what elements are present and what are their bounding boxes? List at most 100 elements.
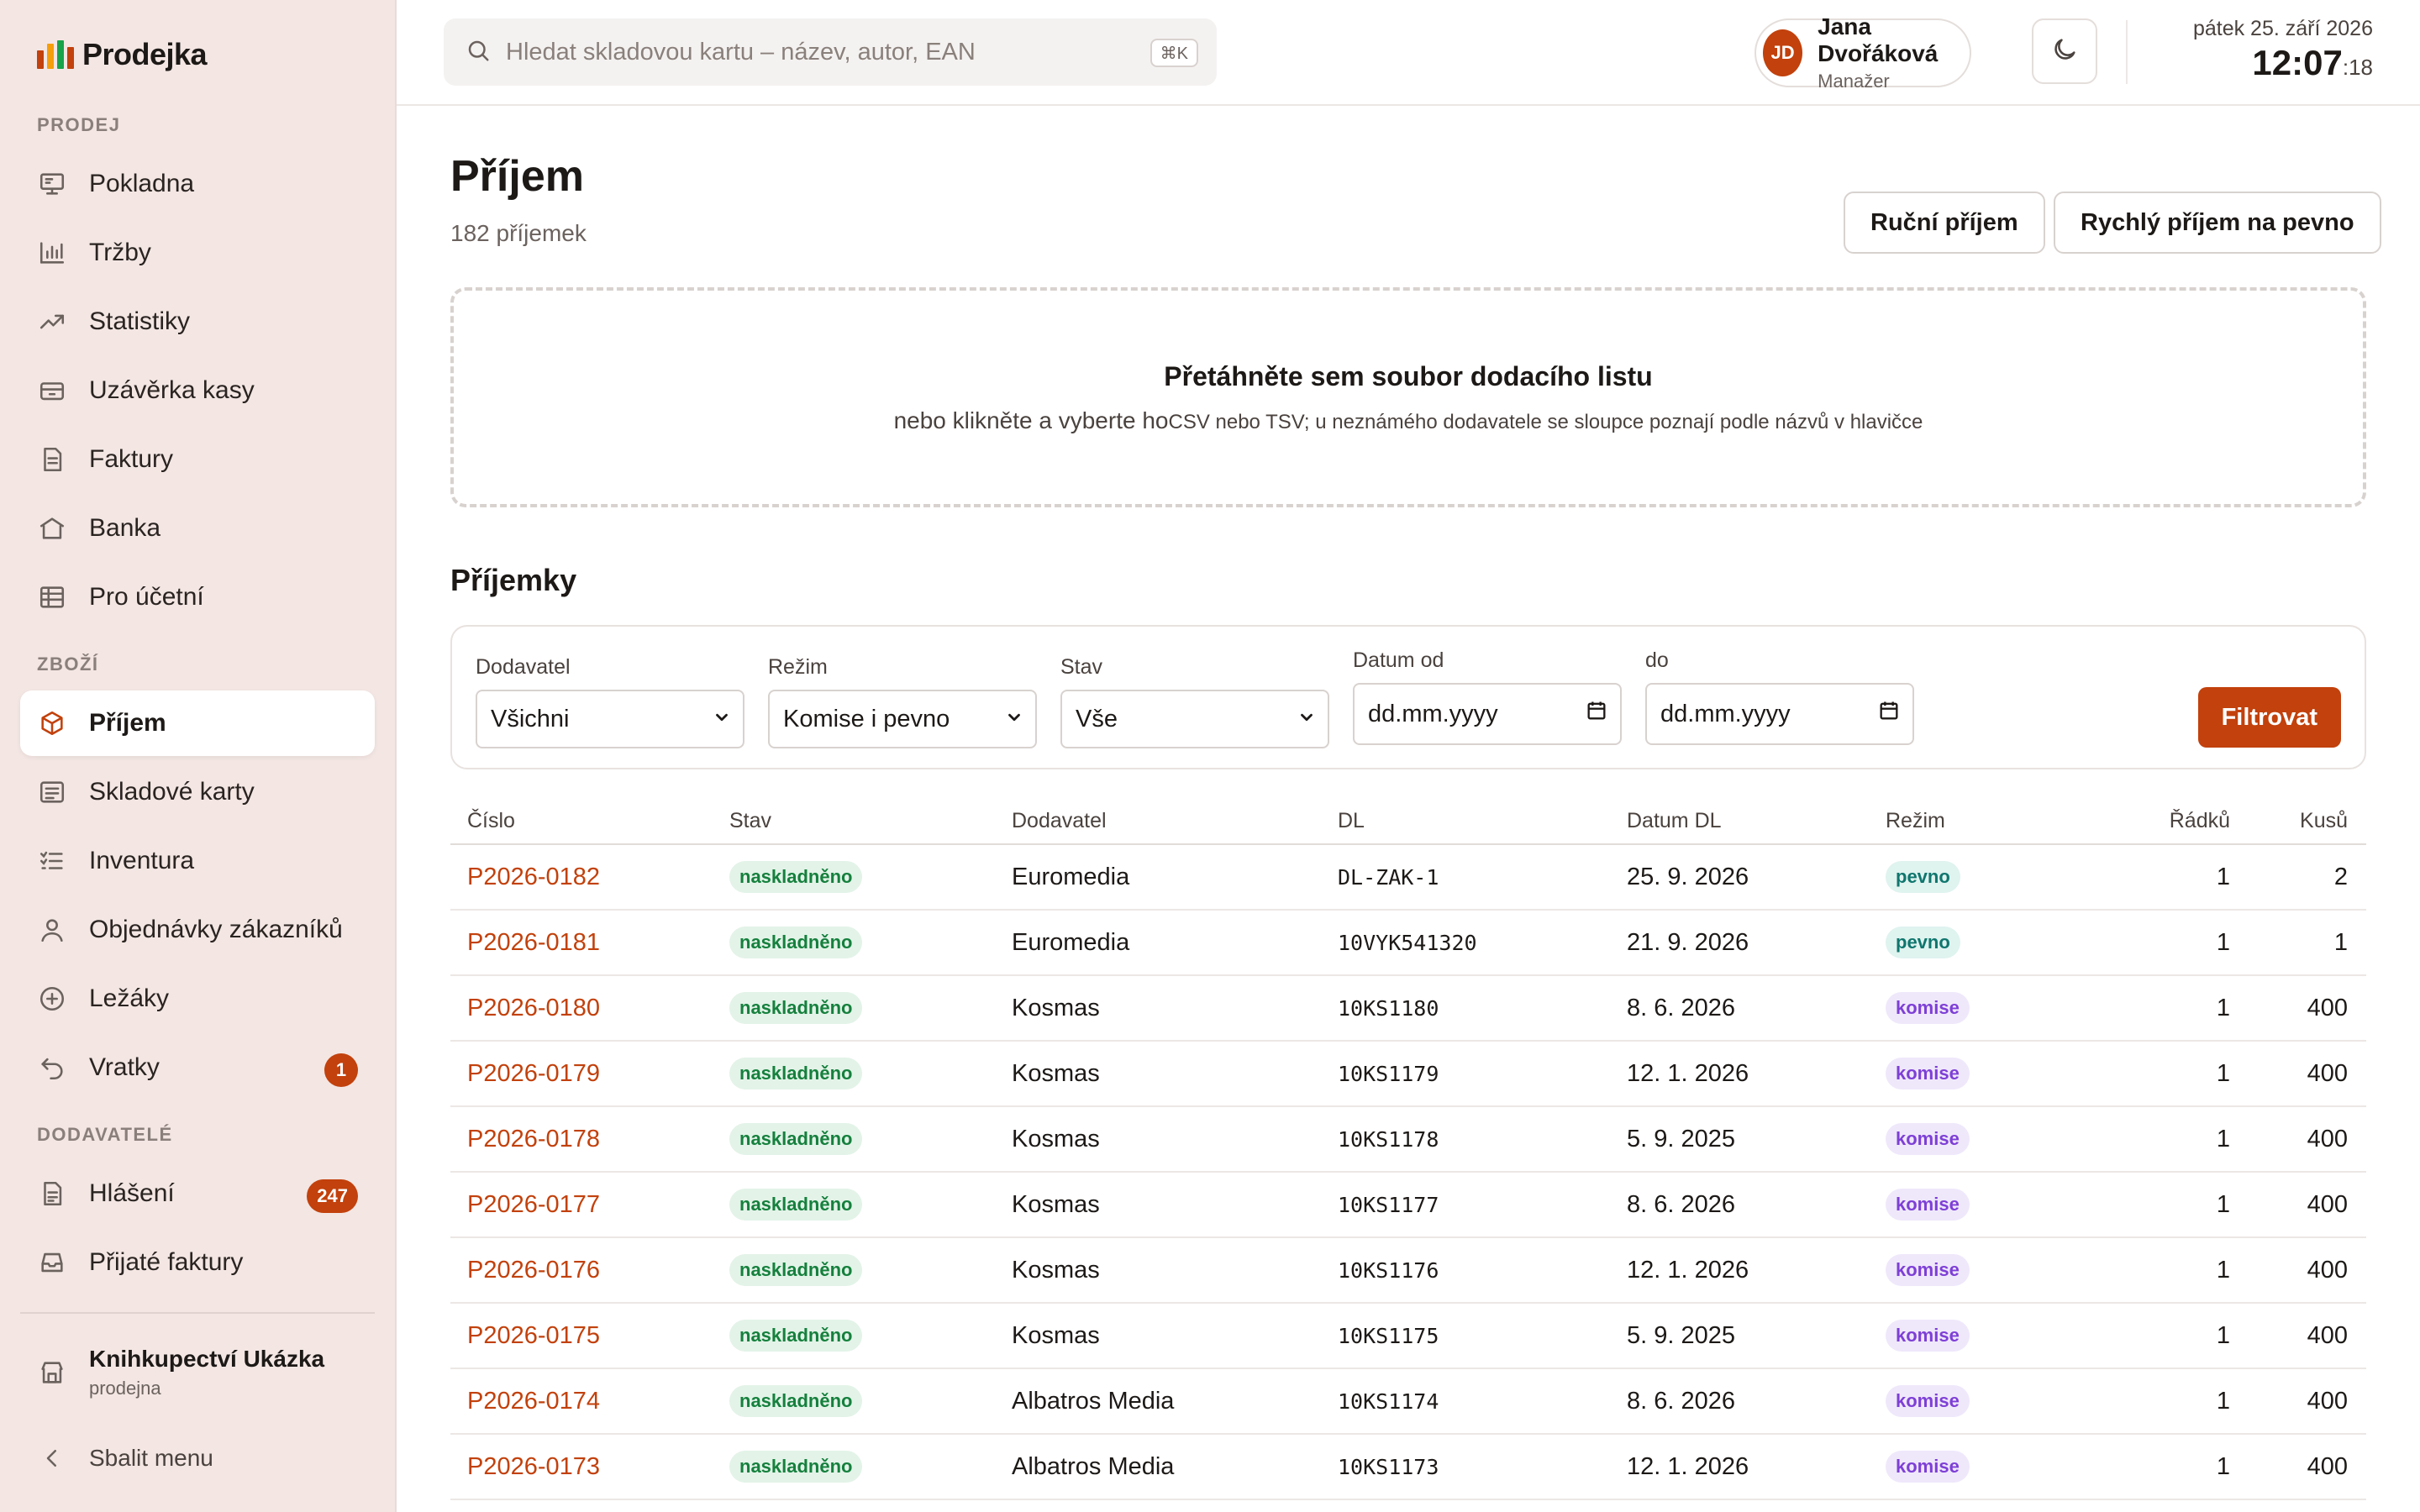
supplier-cell: Kosmas: [1012, 1256, 1100, 1284]
pieces-cell: 400: [2307, 1190, 2348, 1218]
collapse-menu-button[interactable]: Sbalit menu: [37, 1443, 213, 1473]
lines-cell: 1: [2216, 1190, 2230, 1218]
delivery-note-cell: 10KS1175: [1338, 1323, 1439, 1348]
sidebar-item-uzaverka-kasy[interactable]: Uzávěrka kasy: [20, 358, 375, 423]
sidebar-item-skladove-karty[interactable]: Skladové karty: [20, 759, 375, 825]
supplier-select-value: Všichni: [491, 705, 570, 732]
status-select[interactable]: Vše: [1060, 690, 1329, 748]
delivery-note-cell: 10KS1178: [1338, 1126, 1439, 1152]
theme-toggle-button[interactable]: [2032, 18, 2097, 84]
sidebar-item-vratky[interactable]: Vratky 1: [20, 1035, 375, 1100]
supplier-cell: Euromedia: [1012, 863, 1130, 890]
date-to-label: do: [1645, 648, 1669, 672]
page-subtitle: 182 příjemek: [450, 220, 587, 246]
sidebar-item-trzby[interactable]: Tržby: [20, 220, 375, 286]
date-to-input[interactable]: dd.mm.yyyy: [1645, 683, 1914, 745]
list-card-icon: [37, 777, 67, 807]
sidebar-item-lezaky[interactable]: Ležáky: [20, 966, 375, 1032]
column-header-rezim[interactable]: Režim: [1886, 808, 1945, 832]
search-icon: [466, 38, 491, 67]
sidebar-item-pro-ucetni[interactable]: Pro účetní: [20, 564, 375, 630]
column-header-cislo[interactable]: Číslo: [467, 808, 515, 832]
mode-badge: komise: [1886, 1451, 1970, 1483]
chevron-left-icon: [37, 1443, 67, 1473]
receipt-number-link[interactable]: P2026-0182: [467, 863, 601, 890]
lines-cell: 1: [2216, 1387, 2230, 1415]
supplier-cell: Albatros Media: [1012, 1452, 1175, 1480]
column-header-dl[interactable]: DL: [1338, 808, 1365, 832]
delivery-date-cell: 8. 6. 2026: [1627, 994, 1735, 1021]
receipt-number-link[interactable]: P2026-0174: [467, 1387, 601, 1415]
status-badge: naskladněno: [729, 1189, 863, 1221]
delivery-date-cell: 12. 1. 2026: [1627, 1256, 1749, 1284]
sidebar-item-label: Tržby: [89, 239, 151, 266]
sidebar-item-prijem[interactable]: Příjem: [20, 690, 375, 756]
mode-badge: komise: [1886, 1123, 1970, 1155]
table-row[interactable]: P2026-0178 naskladněno Kosmas 10KS1178 5. 9.…: [450, 1107, 2366, 1173]
column-header-stav[interactable]: Stav: [729, 808, 772, 832]
mode-badge: komise: [1886, 1320, 1970, 1352]
table-row[interactable]: P2026-0182 naskladněno Euromedia DL-ZAK-1 25…: [450, 845, 2366, 911]
column-header-dodavatel[interactable]: Dodavatel: [1012, 808, 1107, 832]
table-row[interactable]: P2026-0180 naskladněno Kosmas 10KS1180 8. 6.…: [450, 976, 2366, 1042]
status-badge: naskladněno: [729, 1254, 863, 1286]
receipt-number-link[interactable]: P2026-0173: [467, 1452, 601, 1480]
chevron-down-icon: [713, 706, 731, 733]
search-box[interactable]: ⌘K: [444, 18, 1217, 86]
receipts-table: Číslo Stav Dodavatel DL Datum DL Režim Ř…: [450, 798, 2366, 1500]
table-header: Číslo Stav Dodavatel DL Datum DL Režim Ř…: [450, 798, 2366, 845]
dropzone-hint: CSV nebo TSV; u neznámého dodavatele se …: [1168, 411, 1923, 433]
column-header-datum-dl[interactable]: Datum DL: [1627, 808, 1722, 832]
receipt-number-link[interactable]: P2026-0176: [467, 1256, 601, 1284]
user-icon: [37, 915, 67, 945]
sidebar-item-hlaseni[interactable]: Hlášení 247: [20, 1161, 375, 1226]
receipt-number-link[interactable]: P2026-0181: [467, 928, 601, 956]
table-row[interactable]: P2026-0176 naskladněno Kosmas 10KS1176 12. 1…: [450, 1238, 2366, 1304]
delivery-date-cell: 5. 9. 2025: [1627, 1321, 1735, 1349]
mode-select[interactable]: Komise i pevno: [768, 690, 1037, 748]
receipt-number-link[interactable]: P2026-0180: [467, 994, 601, 1021]
brand[interactable]: Prodejka: [37, 37, 208, 72]
sidebar-item-objednavky-zakazniku[interactable]: Objednávky zákazníků: [20, 897, 375, 963]
status-badge: naskladněno: [729, 1123, 863, 1155]
plus-circle-icon: [37, 984, 67, 1014]
filter-submit-button[interactable]: Filtrovat: [2197, 687, 2341, 748]
sidebar-item-statistiky[interactable]: Statistiky: [20, 289, 375, 354]
avatar: JD: [1763, 29, 1803, 76]
file-dropzone[interactable]: Přetáhněte sem soubor dodacího listu neb…: [450, 287, 2366, 507]
receipt-number-link[interactable]: P2026-0178: [467, 1125, 601, 1152]
sidebar-item-label: Banka: [89, 514, 161, 542]
table-row[interactable]: P2026-0181 naskladněno Euromedia 10VYK54132…: [450, 911, 2366, 976]
column-header-radku[interactable]: Řádků: [2169, 808, 2230, 832]
date-from-input[interactable]: dd.mm.yyyy: [1353, 683, 1622, 745]
sidebar-item-prijate-faktury[interactable]: Přijaté faktury: [20, 1230, 375, 1295]
table-row[interactable]: P2026-0173 naskladněno Albatros Media 10KS1…: [450, 1435, 2366, 1500]
store-switcher[interactable]: Knihkupectví Ukázka prodejna: [37, 1346, 324, 1399]
sidebar-item-banka[interactable]: Banka: [20, 496, 375, 561]
sidebar-item-label: Skladové karty: [89, 778, 255, 806]
table-row[interactable]: P2026-0175 naskladněno Kosmas 10KS1175 5. 9.…: [450, 1304, 2366, 1369]
table-row[interactable]: P2026-0179 naskladněno Kosmas 10KS1179 12. 1…: [450, 1042, 2366, 1107]
search-shortcut: ⌘K: [1150, 39, 1198, 67]
sidebar-item-pokladna[interactable]: Pokladna: [20, 151, 375, 217]
receipt-number-link[interactable]: P2026-0175: [467, 1321, 601, 1349]
table-row[interactable]: P2026-0174 naskladněno Albatros Media 10KS1…: [450, 1369, 2366, 1435]
calendar-icon: [1877, 699, 1901, 729]
search-input[interactable]: [506, 38, 1144, 66]
mode-badge: komise: [1886, 1189, 1970, 1221]
user-menu[interactable]: JD Jana Dvořáková Manažer: [1754, 13, 1971, 92]
column-header-kusu[interactable]: Kusů: [2300, 808, 2348, 832]
receipt-number-link[interactable]: P2026-0177: [467, 1190, 601, 1218]
receipt-number-link[interactable]: P2026-0179: [467, 1059, 601, 1087]
delivery-note-cell: 10KS1180: [1338, 995, 1439, 1021]
supplier-select[interactable]: Všichni: [476, 690, 744, 748]
sidebar-item-label: Statistiky: [89, 307, 191, 335]
sidebar-item-faktury[interactable]: Faktury: [20, 427, 375, 492]
manual-receipt-button[interactable]: Ruční příjem: [1844, 192, 2045, 254]
sidebar-item-label: Přijaté faktury: [89, 1248, 244, 1276]
table-row[interactable]: P2026-0177 naskladněno Kosmas 10KS1177 8. 6.…: [450, 1173, 2366, 1238]
quick-receipt-button[interactable]: Rychlý příjem na pevno: [2054, 192, 2381, 254]
sidebar: Prodejka PRODEJ Pokladna Tržby Statistik…: [0, 0, 397, 1512]
sidebar-item-inventura[interactable]: Inventura: [20, 828, 375, 894]
mode-badge: komise: [1886, 1385, 1970, 1417]
